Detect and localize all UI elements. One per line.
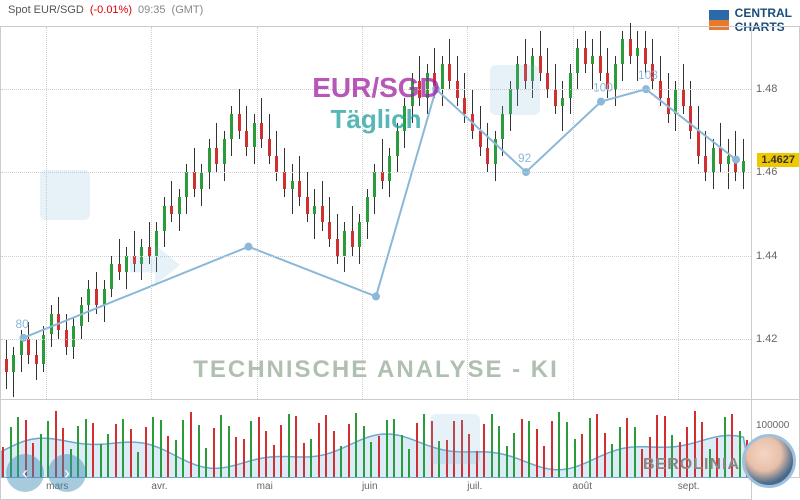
chart-header: Spot EUR/SGD (-0.01%) 09:35 (GMT) [0,0,800,20]
time-x-axis: marsavr.maijuinjuil.aoûtsept. [0,478,752,500]
price-chart[interactable]: 8092100103 [0,26,752,400]
watermark-icon [430,414,480,464]
watermark-icon [490,65,540,115]
current-price-tag: 1.4627 [757,153,799,167]
nav-next-button[interactable]: › [48,454,86,492]
timezone: (GMT) [172,4,204,16]
price-change: (-0.01%) [90,4,132,16]
instrument-label: Spot EUR/SGD [8,4,84,16]
volume-tick: 100000 [756,420,789,431]
volume-bars [1,400,751,477]
volume-chart[interactable] [0,400,752,478]
nav-controls: ‹ › [6,454,86,492]
nav-prev-button[interactable]: ‹ [6,454,44,492]
timestamp: 09:35 [138,4,166,16]
candlestick-layer [1,27,751,399]
logo-line1: CENTRAL [735,6,792,20]
price-y-axis: 1.4627 1.421.441.461.48 [752,26,800,400]
provider-watermark: BEROLINIA [643,456,740,474]
watermark-icon [40,170,90,220]
avatar-icon[interactable] [742,434,796,488]
